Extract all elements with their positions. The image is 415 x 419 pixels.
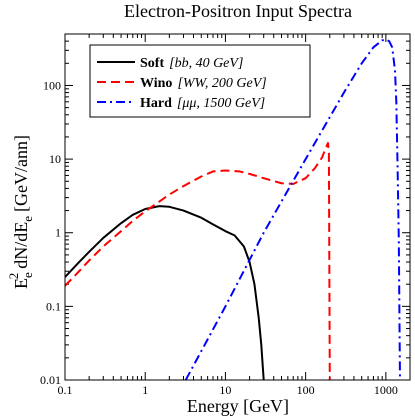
x-tick-label: 1000	[374, 383, 398, 397]
legend-label-hard: Hard [μμ, 1500 GeV]	[140, 96, 265, 111]
x-tick-label: 1	[142, 383, 148, 397]
chart-title: Electron-Positron Input Spectra	[124, 1, 352, 21]
y-tick-label: 0.1	[46, 299, 61, 313]
legend-label-wino: Wino [WW, 200 GeV]	[140, 76, 267, 91]
y-tick-label: 0.01	[40, 373, 61, 387]
y-tick-label: 100	[43, 78, 61, 92]
legend-label-soft: Soft [bb, 40 GeV]	[140, 56, 243, 71]
legend-series-detail: [μμ, 1500 GeV]	[177, 96, 265, 111]
series-line-hard	[184, 38, 401, 380]
plot-frame	[64, 33, 411, 381]
legend-series-name: Hard	[140, 96, 172, 111]
legend: Soft [bb, 40 GeV] Wino [WW, 200 GeV] Hard [μμ…	[89, 44, 311, 118]
series-layer	[65, 38, 401, 380]
legend-series-detail: [bb, 40 GeV]	[169, 56, 243, 71]
y-axis-label-text: Ee2dN/dEe[GeV/ann]	[6, 135, 35, 289]
legend-series-detail: [WW, 200 GeV]	[177, 76, 266, 91]
x-tick-label: 10	[219, 383, 231, 397]
y-tick-label: 10	[49, 152, 61, 166]
series-line-soft	[65, 205, 265, 380]
y-axis-label: Ee2dN/dEe[GeV/ann]	[6, 135, 35, 289]
x-axis-label: Energy [GeV]	[187, 396, 289, 416]
x-tick-label: 0.1	[58, 383, 73, 397]
legend-series-name: Wino	[140, 76, 172, 91]
y-tick-label: 1	[55, 226, 61, 240]
legend-series-name: Soft	[140, 56, 164, 71]
x-tick-label: 100	[297, 383, 315, 397]
series-line-wino	[65, 142, 331, 380]
